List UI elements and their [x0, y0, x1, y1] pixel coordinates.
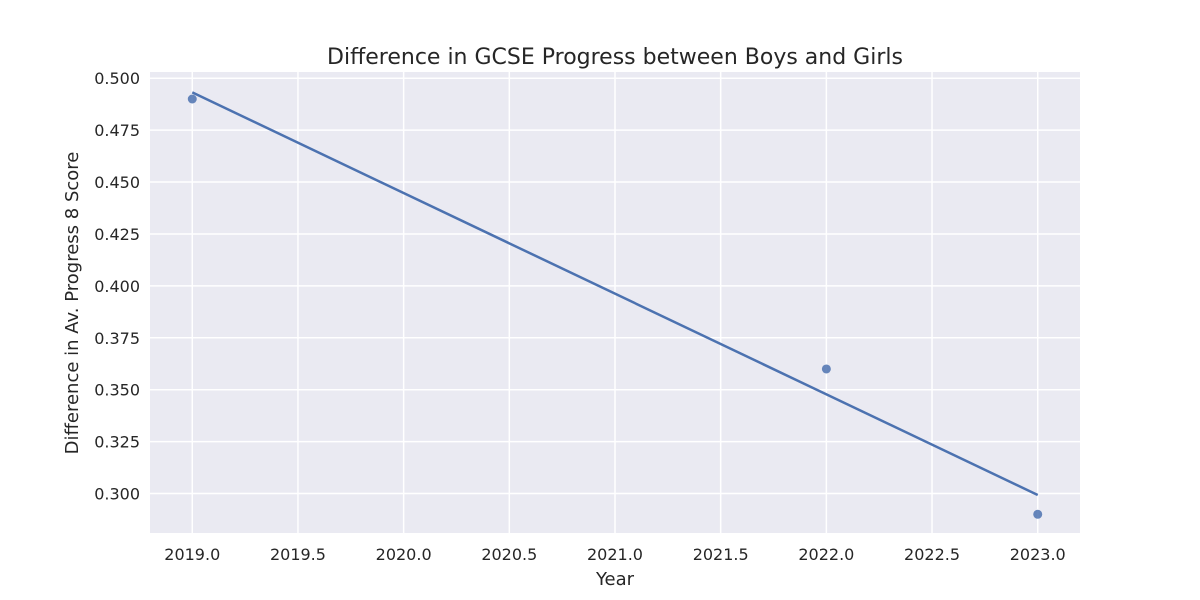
y-tick-label: 0.375: [94, 329, 140, 348]
y-tick-label: 0.350: [94, 381, 140, 400]
x-gridlines: [191, 72, 1039, 533]
chart-title: Difference in GCSE Progress between Boys…: [327, 45, 903, 70]
x-tick-label: 2022.5: [904, 545, 960, 564]
y-tick-label: 0.425: [94, 225, 140, 244]
data-points-group: [187, 94, 1043, 519]
y-tick-label: 0.475: [94, 121, 140, 140]
x-tick-label: 2019.5: [270, 545, 326, 564]
y-tick-label: 0.400: [94, 277, 140, 296]
x-tick-label: 2019.0: [164, 545, 220, 564]
x-tick-label: 2020.0: [376, 545, 432, 564]
x-tick-label: 2023.0: [1010, 545, 1066, 564]
x-axis-label: Year: [595, 569, 635, 590]
data-point: [1033, 509, 1043, 519]
y-tick-labels: 0.300 0.325 0.350 0.375 0.400 0.425 0.450 0.475…: [94, 69, 140, 503]
y-axis-label: Difference in Av. Progress 8 Score: [62, 152, 83, 455]
x-tick-label: 2021.0: [587, 545, 643, 564]
x-tick-label: 2021.5: [693, 545, 749, 564]
x-tick-labels: 2019.0 2019.5 2020.0 2020.5 2021.0 2021.5 2022…: [164, 545, 1065, 564]
y-tick-label: 0.500: [94, 69, 140, 88]
x-tick-label: 2022.0: [798, 545, 854, 564]
y-tick-label: 0.325: [94, 433, 140, 452]
y-tick-label: 0.450: [94, 173, 140, 192]
y-tick-label: 0.300: [94, 485, 140, 504]
trend-line: [191, 91, 1039, 497]
x-tick-label: 2020.5: [481, 545, 537, 564]
data-point: [821, 364, 831, 374]
data-point: [187, 94, 197, 104]
trend-line-group: [191, 91, 1039, 497]
